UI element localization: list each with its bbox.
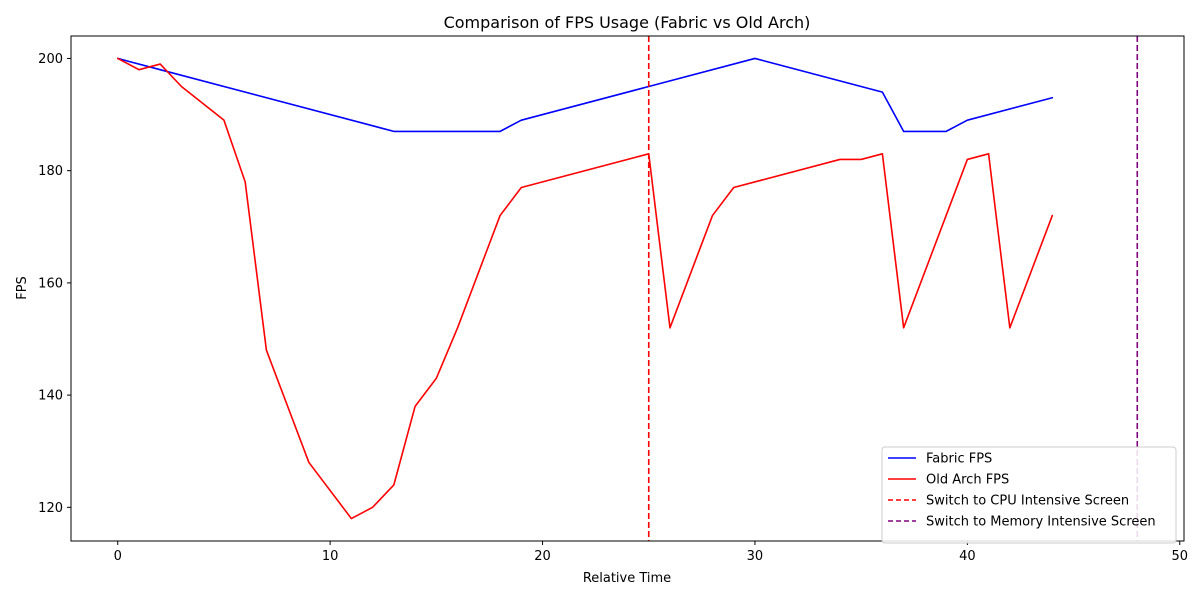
legend-box xyxy=(881,446,1177,544)
x-axis-label: Relative Time xyxy=(583,571,671,586)
series-line-old-arch xyxy=(116,57,1054,520)
legend-label: Switch to CPU Intensive Screen xyxy=(926,494,1129,509)
y-axis: 120 140 160 180 200 xyxy=(38,52,71,516)
y-tick-label: 180 xyxy=(38,164,63,179)
y-tick-label: 140 xyxy=(38,389,63,404)
x-axis: 0 10 20 30 40 50 xyxy=(114,541,1188,564)
series-line-fabric xyxy=(116,57,1054,133)
x-tick-label: 40 xyxy=(959,549,976,564)
plot-frame xyxy=(70,35,1185,542)
legend: Fabric FPS Old Arch FPS Switch to CPU Inte… xyxy=(881,446,1177,544)
x-tick-label: 30 xyxy=(747,549,764,564)
y-tick-label: 160 xyxy=(38,276,63,291)
legend-label: Switch to Memory Intensive Screen xyxy=(926,515,1156,530)
x-tick-label: 20 xyxy=(534,549,551,564)
y-tick-label: 120 xyxy=(38,501,63,516)
legend-label: Old Arch FPS xyxy=(926,473,1009,488)
y-axis-label: FPS xyxy=(15,276,30,300)
x-tick-label: 50 xyxy=(1171,549,1188,564)
plot-area xyxy=(116,36,1139,541)
chart-title: Comparison of FPS Usage (Fabric vs Old A… xyxy=(444,13,811,32)
x-tick-label: 10 xyxy=(322,549,339,564)
legend-label: Fabric FPS xyxy=(926,452,992,467)
y-tick-label: 200 xyxy=(38,52,63,67)
x-tick-label: 0 xyxy=(114,549,122,564)
